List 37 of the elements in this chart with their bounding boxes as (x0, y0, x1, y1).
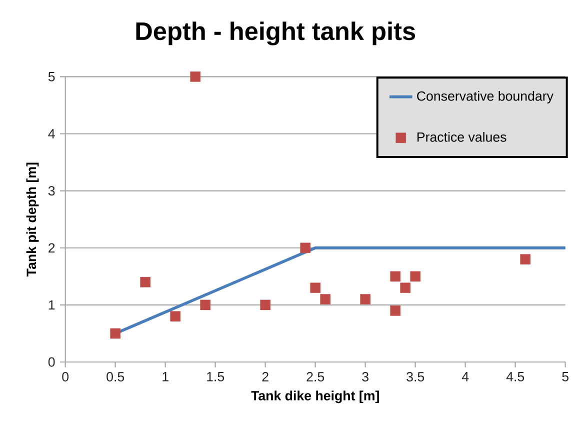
x-tick-label: 3 (362, 372, 368, 382)
y-tick-label: 2 (48, 243, 55, 253)
x-tick-label: 4.5 (506, 372, 524, 382)
point (190, 72, 200, 82)
x-tick-label: 5 (562, 372, 568, 382)
point (310, 282, 320, 293)
point (400, 282, 410, 293)
point (390, 305, 400, 316)
legend-label: Conservative boundary (417, 91, 554, 104)
y-tick-label: 4 (48, 129, 55, 138)
y-tick-label: 1 (48, 300, 55, 310)
point (410, 271, 420, 282)
legend-label: Practice values (417, 132, 506, 142)
point (110, 328, 120, 339)
point (360, 294, 370, 304)
point (320, 294, 330, 304)
y-tick-label: 0 (48, 357, 55, 367)
chart-title: Depth - height tank pits (136, 22, 416, 46)
point (200, 300, 210, 310)
point (260, 300, 270, 310)
x-tick-label: 1 (162, 372, 168, 382)
y-tick-label: 3 (48, 186, 55, 196)
x-tick-label: 0.5 (106, 372, 124, 382)
x-tick-label: 0 (62, 372, 69, 382)
point (520, 254, 530, 264)
x-tick-label: 2 (262, 372, 268, 382)
y-axis-title: Tank pit depth [m] (26, 162, 39, 276)
x-tick-label: 4 (462, 372, 469, 382)
point (140, 276, 150, 288)
x-axis-title: Tank dike height [m] (251, 390, 379, 404)
x-tick-label: 1.5 (207, 372, 224, 382)
y-tick-label: 5 (48, 72, 55, 82)
point (300, 242, 310, 254)
x-tick-label: 3.5 (406, 372, 424, 382)
x-tick-label: 2.5 (306, 372, 324, 382)
point (390, 271, 400, 282)
point (170, 311, 180, 322)
